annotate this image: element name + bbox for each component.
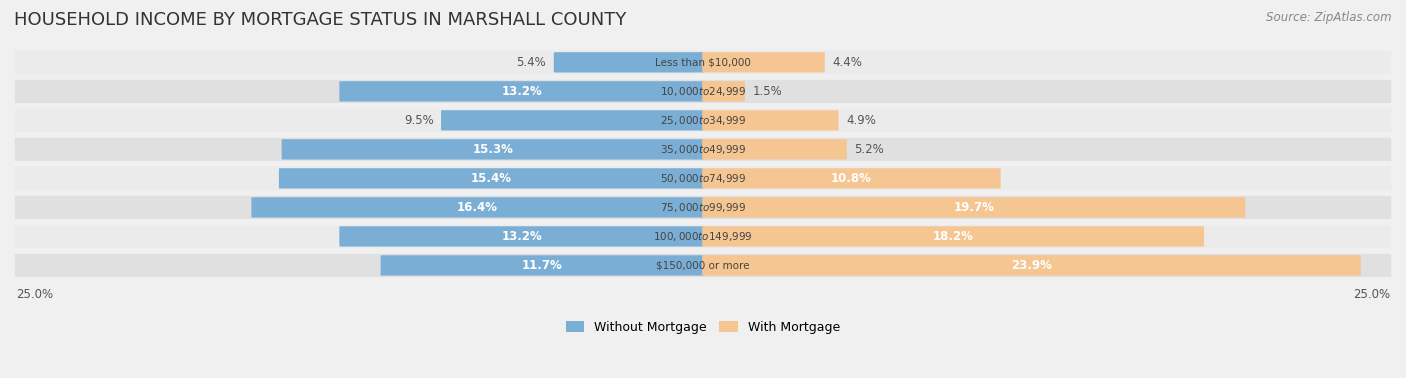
Text: 4.9%: 4.9%: [846, 114, 876, 127]
Text: $150,000 or more: $150,000 or more: [657, 260, 749, 270]
Text: 11.7%: 11.7%: [522, 259, 562, 272]
FancyBboxPatch shape: [15, 80, 1391, 103]
FancyBboxPatch shape: [702, 52, 825, 73]
Text: HOUSEHOLD INCOME BY MORTGAGE STATUS IN MARSHALL COUNTY: HOUSEHOLD INCOME BY MORTGAGE STATUS IN M…: [14, 11, 627, 29]
FancyBboxPatch shape: [252, 197, 704, 218]
Text: Source: ZipAtlas.com: Source: ZipAtlas.com: [1267, 11, 1392, 24]
Text: Less than $10,000: Less than $10,000: [655, 57, 751, 67]
FancyBboxPatch shape: [339, 226, 704, 246]
FancyBboxPatch shape: [278, 168, 704, 189]
FancyBboxPatch shape: [702, 226, 1204, 246]
Legend: Without Mortgage, With Mortgage: Without Mortgage, With Mortgage: [565, 321, 841, 334]
FancyBboxPatch shape: [15, 51, 1391, 74]
Text: 19.7%: 19.7%: [953, 201, 994, 214]
FancyBboxPatch shape: [281, 139, 704, 160]
Text: 10.8%: 10.8%: [831, 172, 872, 185]
Text: $75,000 to $99,999: $75,000 to $99,999: [659, 201, 747, 214]
Text: 13.2%: 13.2%: [501, 230, 541, 243]
FancyBboxPatch shape: [702, 81, 745, 102]
FancyBboxPatch shape: [702, 197, 1246, 218]
Text: 18.2%: 18.2%: [932, 230, 973, 243]
FancyBboxPatch shape: [15, 109, 1391, 132]
FancyBboxPatch shape: [15, 167, 1391, 190]
Text: $10,000 to $24,999: $10,000 to $24,999: [659, 85, 747, 98]
FancyBboxPatch shape: [702, 139, 846, 160]
Text: $25,000 to $34,999: $25,000 to $34,999: [659, 114, 747, 127]
Text: 15.3%: 15.3%: [472, 143, 513, 156]
FancyBboxPatch shape: [15, 254, 1391, 277]
Text: 4.4%: 4.4%: [832, 56, 862, 69]
FancyBboxPatch shape: [15, 196, 1391, 219]
FancyBboxPatch shape: [339, 81, 704, 102]
FancyBboxPatch shape: [554, 52, 704, 73]
Text: 16.4%: 16.4%: [457, 201, 498, 214]
Text: 5.2%: 5.2%: [855, 143, 884, 156]
Text: 5.4%: 5.4%: [516, 56, 547, 69]
FancyBboxPatch shape: [381, 255, 704, 276]
Text: 9.5%: 9.5%: [404, 114, 433, 127]
Text: 15.4%: 15.4%: [471, 172, 512, 185]
Text: 25.0%: 25.0%: [1353, 288, 1391, 301]
FancyBboxPatch shape: [15, 225, 1391, 248]
FancyBboxPatch shape: [702, 110, 838, 130]
Text: 23.9%: 23.9%: [1011, 259, 1052, 272]
Text: $100,000 to $149,999: $100,000 to $149,999: [654, 230, 752, 243]
FancyBboxPatch shape: [702, 168, 1001, 189]
Text: 13.2%: 13.2%: [501, 85, 541, 98]
Text: $35,000 to $49,999: $35,000 to $49,999: [659, 143, 747, 156]
Text: $50,000 to $74,999: $50,000 to $74,999: [659, 172, 747, 185]
FancyBboxPatch shape: [15, 138, 1391, 161]
FancyBboxPatch shape: [441, 110, 704, 130]
Text: 25.0%: 25.0%: [15, 288, 53, 301]
Text: 1.5%: 1.5%: [752, 85, 782, 98]
FancyBboxPatch shape: [702, 255, 1361, 276]
